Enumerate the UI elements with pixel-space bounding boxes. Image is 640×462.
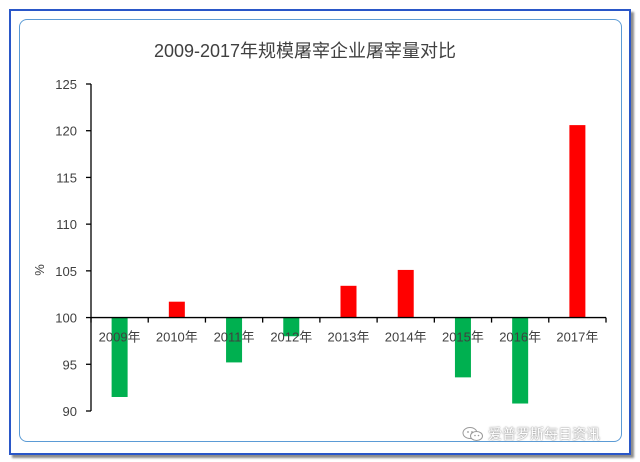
y-tick-label: 120 <box>55 124 77 139</box>
x-tick-label: 2009年 <box>99 330 141 345</box>
bar <box>168 301 185 318</box>
watermark-text: 爱普罗斯每日资讯 <box>488 426 600 442</box>
x-tick-label: 2011年 <box>214 330 255 345</box>
x-tick-label: 2015年 <box>442 330 484 345</box>
bar <box>340 285 357 318</box>
x-tick-label: 2012年 <box>270 330 312 345</box>
bar <box>569 125 586 318</box>
bar <box>397 269 414 318</box>
x-tick-label: 2017年 <box>556 330 598 345</box>
x-tick-label: 2014年 <box>385 330 427 345</box>
y-tick-label: 125 <box>55 77 77 92</box>
y-tick-label: 90 <box>63 404 77 419</box>
bar <box>454 317 471 378</box>
y-axis-label: % <box>32 264 47 276</box>
y-tick-label: 115 <box>56 170 77 185</box>
bar <box>111 317 128 397</box>
y-tick-label: 110 <box>56 217 77 232</box>
bars-group <box>111 125 586 404</box>
y-tick-label: 95 <box>63 357 77 372</box>
y-tick-label: 105 <box>55 264 77 279</box>
y-tick-label: 100 <box>55 311 77 326</box>
bar <box>512 317 529 404</box>
bar <box>226 317 243 363</box>
watermark: 爱普罗斯每日资讯 <box>462 424 600 444</box>
wechat-icon <box>462 426 484 442</box>
chart-title: 2009-2017年规模屠宰企业屠宰量对比 <box>154 41 456 61</box>
x-tick-label: 2010年 <box>156 330 198 345</box>
x-tick-label: 2013年 <box>328 330 370 345</box>
axes-group: 90 95 100 105 110 115 120 125 2009年 2010年 2011年 201… <box>55 77 607 419</box>
x-tick-label: 2016年 <box>499 330 541 345</box>
bar <box>283 317 300 337</box>
